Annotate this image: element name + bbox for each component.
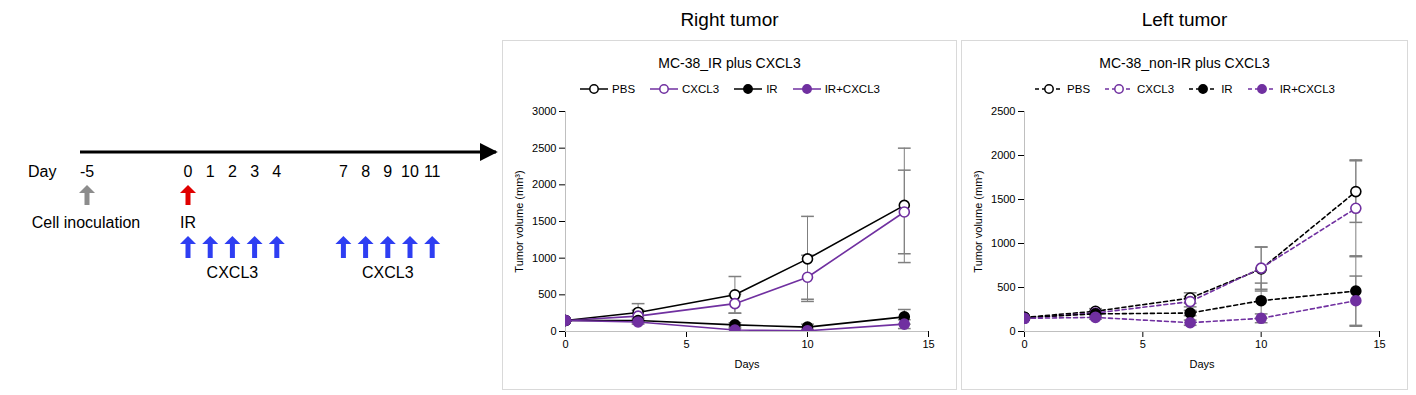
svg-text:11: 11	[424, 163, 441, 180]
svg-text:Day: Day	[28, 163, 56, 180]
html-text:CXCL3: CXCL3	[682, 83, 720, 95]
svg-text:2000: 2000	[532, 178, 556, 190]
html-text:Left tumor: Left tumor	[1141, 9, 1228, 30]
html-text:IR+CXCL3: IR+CXCL3	[1279, 83, 1335, 95]
svg-text:1500: 1500	[532, 215, 556, 227]
html-text:IR: IR	[766, 83, 778, 95]
svg-text:500: 500	[997, 281, 1015, 293]
svg-text:7: 7	[339, 163, 348, 180]
svg-text:2000: 2000	[991, 149, 1015, 161]
svg-text:4: 4	[272, 163, 281, 180]
svg-text:-5: -5	[80, 163, 94, 180]
svg-text:15: 15	[1373, 338, 1385, 350]
html-text:IR+CXCL3: IR+CXCL3	[824, 83, 880, 95]
svg-text:0: 0	[562, 338, 568, 350]
svg-text:3000: 3000	[532, 105, 556, 117]
svg-text:5: 5	[1140, 338, 1146, 350]
html-text:CXCL3: CXCL3	[1137, 83, 1175, 95]
svg-text:0: 0	[184, 163, 193, 180]
svg-text:1000: 1000	[532, 252, 556, 264]
svg-text:1000: 1000	[991, 237, 1015, 249]
svg-text:2: 2	[228, 163, 237, 180]
svg-text:Tumor volume (mm³): Tumor volume (mm³)	[972, 170, 984, 272]
svg-text:Tumor volume (mm³): Tumor volume (mm³)	[513, 170, 525, 272]
html-text:IR: IR	[1221, 83, 1233, 95]
svg-text:IR: IR	[180, 214, 196, 231]
svg-text:Cell inoculation: Cell inoculation	[32, 214, 141, 231]
svg-text:15: 15	[922, 338, 934, 350]
svg-text:500: 500	[538, 288, 556, 300]
html-text:Right tumor: Right tumor	[680, 9, 779, 30]
svg-text:5: 5	[683, 338, 689, 350]
svg-text:Days: Days	[734, 358, 760, 370]
svg-text:2500: 2500	[991, 105, 1015, 117]
html-text:PBS: PBS	[1067, 83, 1091, 95]
svg-text:10: 10	[1255, 338, 1267, 350]
html-text:PBS: PBS	[612, 83, 636, 95]
svg-text:CXCL3: CXCL3	[362, 264, 414, 281]
svg-text:2500: 2500	[532, 142, 556, 154]
html-text:MC-38_IR plus CXCL3: MC-38_IR plus CXCL3	[658, 55, 801, 71]
svg-text:0: 0	[550, 325, 556, 337]
svg-text:9: 9	[383, 163, 392, 180]
svg-text:3: 3	[250, 163, 259, 180]
svg-text:CXCL3: CXCL3	[207, 264, 259, 281]
html-text:MC-38_non-IR plus CXCL3: MC-38_non-IR plus CXCL3	[1099, 55, 1270, 71]
svg-text:0: 0	[1021, 338, 1027, 350]
svg-text:8: 8	[361, 163, 370, 180]
svg-text:10: 10	[401, 163, 419, 180]
svg-text:1: 1	[206, 163, 215, 180]
svg-text:Days: Days	[1189, 358, 1215, 370]
svg-text:1500: 1500	[991, 193, 1015, 205]
svg-text:10: 10	[801, 338, 813, 350]
svg-text:0: 0	[1009, 325, 1015, 337]
